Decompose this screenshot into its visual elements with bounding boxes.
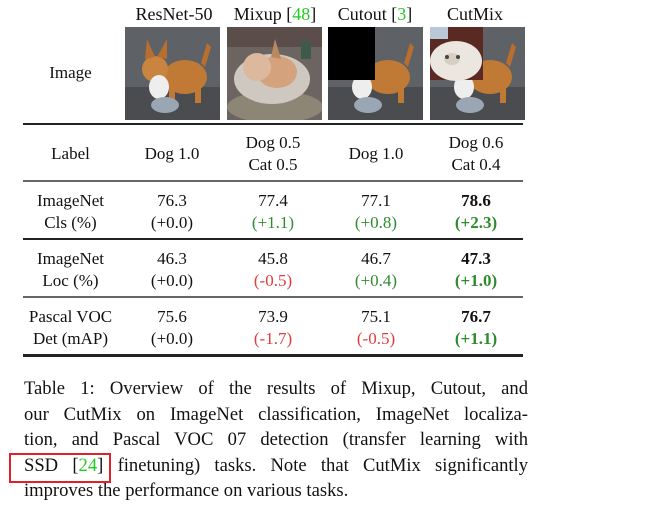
metric-delta: (+2.3) [454,213,498,232]
metric-delta: (+1.1) [454,329,498,348]
table-caption: Table 1: Overview of the results of Mixu… [24,376,528,504]
row-label-metric: ImageNet Loc (%) [36,249,105,290]
metric-delta: (+0.0) [150,329,194,348]
metric-value: 78.6 [461,191,491,210]
metric-value: 76.7 [461,307,491,326]
metric-cell-mixup: 77.4 (+1.1) [223,190,323,234]
metric-value: 77.4 [258,191,288,210]
metric-value: 47.3 [461,249,491,268]
metric-value: 77.1 [361,191,391,210]
metric-delta: (+0.4) [354,271,398,290]
metric-value: 73.9 [258,307,288,326]
metric-cell-mixup: 73.9 (-1.7) [223,306,323,350]
caption-line: Table 1: Overview of the results of Mixu… [24,378,528,399]
label-cell-mixup: Dog 0.5 Cat 0.5 [245,133,301,174]
metric-value: 75.6 [157,307,187,326]
row-label-metric: Pascal VOC Det (mAP) [28,307,113,348]
column-header-resnet50: ResNet-50 [135,4,213,24]
metric-value: 46.3 [157,249,187,268]
metric-value: 45.8 [258,249,288,268]
row-label-image: Image [49,63,92,82]
label-cell-cutout: Dog 1.0 [348,144,404,163]
metric-cell-cutmix: 47.3 (+1.0) [426,248,526,292]
metric-cell-cutout: 46.7 (+0.4) [326,248,426,292]
citation-link[interactable]: 24 [78,454,98,476]
metric-delta: (+0.0) [150,271,194,290]
metric-value: 46.7 [361,249,391,268]
metric-cell-resnet50: 76.3 (+0.0) [122,190,222,234]
metric-delta: (+1.1) [251,213,295,232]
citation-link[interactable]: 48 [292,4,311,24]
metric-delta: (+0.0) [150,213,194,232]
metric-cell-cutmix: 78.6 (+2.3) [426,190,526,234]
column-header-mixup: Mixup [48] [233,4,317,24]
metric-cell-cutmix: 76.7 (+1.1) [426,306,526,350]
column-header-cutout: Cutout [3] [337,4,413,24]
metric-delta: (-0.5) [253,271,293,290]
metric-cell-resnet50: 46.3 (+0.0) [122,248,222,292]
highlight-box-ssd-citation [9,453,111,483]
label-cell-resnet50: Dog 1.0 [144,144,200,163]
label-cell-cutmix: Dog 0.6 Cat 0.4 [448,133,504,174]
table-rule [23,238,523,240]
table-rule [23,123,523,125]
row-label-metric: ImageNet Cls (%) [36,191,105,232]
metric-delta: (-0.5) [356,329,396,348]
row-label-label: Label [51,144,90,163]
caption-line: improves the performance on various task… [24,480,349,502]
metric-delta: (+0.8) [354,213,398,232]
table-rule [23,354,523,357]
image-resnet50-dog [125,27,220,120]
metric-delta: (-1.7) [253,329,293,348]
metric-delta: (+1.0) [454,271,498,290]
table-rule [23,180,523,182]
caption-line: our CutMix on ImageNet classification, I… [24,403,528,425]
table-rule [23,296,523,298]
metric-cell-cutout: 75.1 (-0.5) [326,306,426,350]
image-cutmix-dog-cat [430,27,525,120]
metric-cell-cutout: 77.1 (+0.8) [326,190,426,234]
image-cutout-dog [328,27,423,120]
column-header-cutmix: CutMix [446,4,503,24]
image-mixup-dog-cat [227,27,322,120]
caption-line: tion, and Pascal VOC 07 detection (trans… [24,429,528,451]
citation-link[interactable]: 3 [397,4,407,24]
metric-value: 76.3 [157,191,187,210]
metric-cell-resnet50: 75.6 (+0.0) [122,306,222,350]
metric-cell-mixup: 45.8 (-0.5) [223,248,323,292]
caption-line-ssd: SSD [24] finetuning) tasks. Note that Cu… [24,454,529,476]
metric-value: 75.1 [361,307,391,326]
